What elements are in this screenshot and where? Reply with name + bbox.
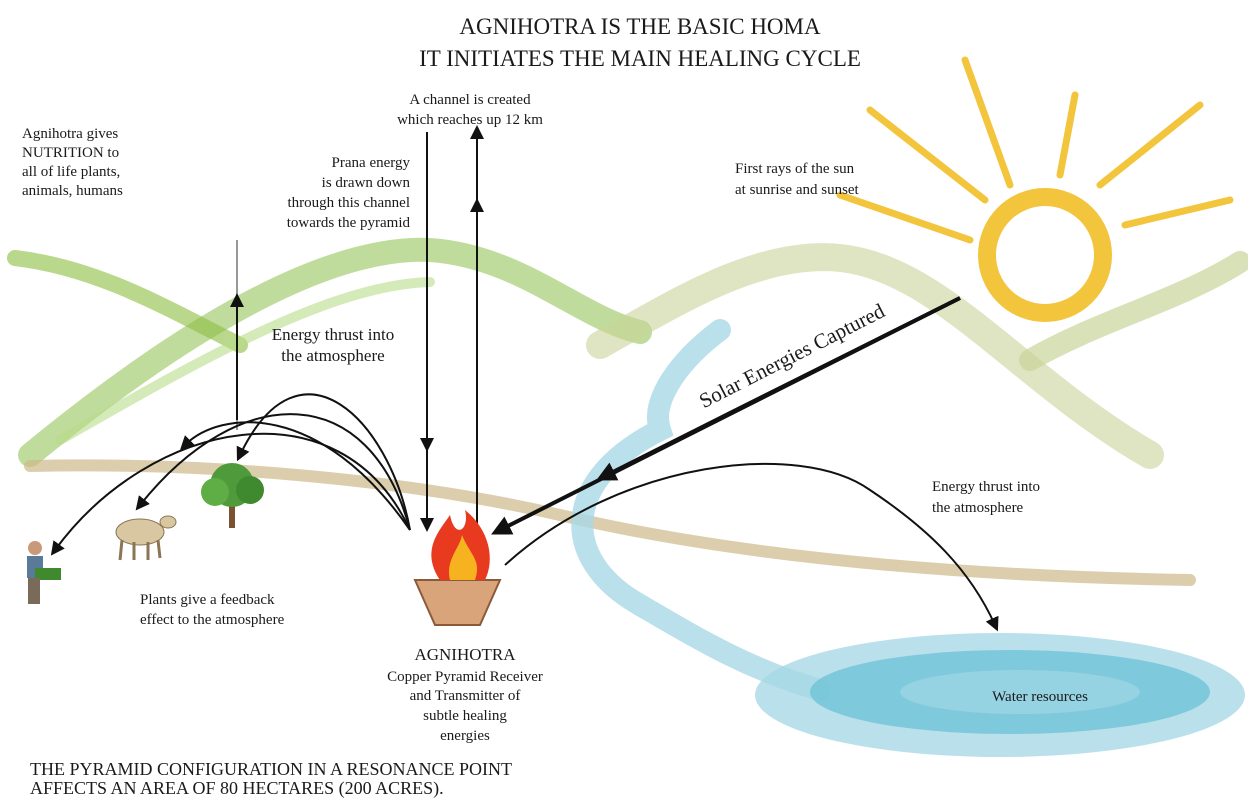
label: energies — [440, 728, 490, 744]
label: Agnihotra gives — [22, 126, 118, 142]
label: First rays of the sun — [735, 161, 855, 177]
label: Plants give a feedback — [140, 592, 275, 608]
label: the atmosphere — [932, 500, 1024, 516]
title: IT INITIATES THE MAIN HEALING CYCLE — [419, 46, 861, 71]
label: Energy thrust into — [272, 325, 394, 344]
label: Prana energy — [332, 155, 411, 171]
label: Energy thrust into — [932, 479, 1040, 495]
label: through this channel — [288, 195, 410, 211]
label: effect to the atmosphere — [140, 612, 285, 628]
label: AGNIHOTRA — [414, 645, 516, 664]
label: Copper Pyramid Receiver — [387, 669, 543, 685]
diagram: AGNIHOTRA IS THE BASIC HOMA IT INITIATES… — [0, 0, 1248, 798]
label: the atmosphere — [281, 346, 384, 365]
label: which reaches up 12 km — [397, 112, 543, 128]
label: animals, humans — [22, 183, 123, 199]
label: subtle healing — [423, 708, 507, 724]
footer: AFFECTS AN AREA OF 80 HECTARES (200 ACRE… — [30, 778, 444, 798]
title: AGNIHOTRA IS THE BASIC HOMA — [459, 14, 821, 39]
label: and Transmitter of — [410, 688, 521, 704]
label: all of life plants, — [22, 164, 120, 180]
label: Water resources — [992, 689, 1088, 705]
label: A channel is created — [409, 92, 531, 108]
label: towards the pyramid — [287, 215, 411, 231]
label: at sunrise and sunset — [735, 182, 860, 198]
label: NUTRITION to — [22, 145, 119, 161]
footer: THE PYRAMID CONFIGURATION IN A RESONANCE… — [30, 759, 512, 779]
label: is drawn down — [322, 175, 411, 191]
